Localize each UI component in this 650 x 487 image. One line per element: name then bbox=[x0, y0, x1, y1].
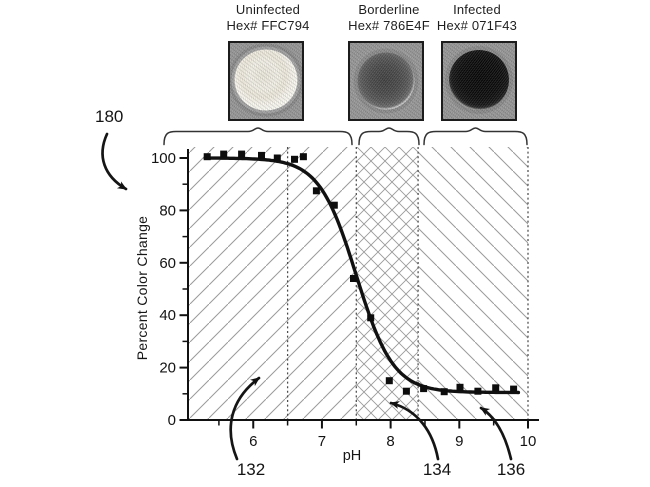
hatch-region-borderline bbox=[356, 147, 419, 420]
y-tick-label: 0 bbox=[168, 412, 176, 429]
data-point bbox=[440, 388, 448, 396]
y-tick-label: 80 bbox=[159, 202, 176, 219]
x-axis-title: pH bbox=[342, 448, 362, 464]
sample-name: Uninfected bbox=[235, 2, 301, 17]
ref-label-180: 180 bbox=[95, 107, 124, 126]
hatch-region-uninfected bbox=[188, 147, 357, 420]
ref-label-132: 132 bbox=[236, 460, 266, 479]
brace-borderline bbox=[358, 127, 420, 146]
sample-hex: Hex# 071F43 bbox=[436, 18, 518, 33]
well-image-infected bbox=[441, 41, 517, 121]
brace-uninfected bbox=[163, 127, 353, 146]
arrow-132 bbox=[229, 376, 261, 461]
data-point bbox=[238, 150, 246, 158]
x-tick-label: 10 bbox=[520, 433, 537, 450]
data-point bbox=[402, 387, 410, 395]
data-point bbox=[492, 384, 500, 392]
well-disc-black-ring bbox=[449, 50, 509, 111]
well-disc-gray-ring bbox=[357, 52, 415, 110]
data-point bbox=[420, 385, 428, 393]
well-disc-light bbox=[234, 49, 298, 111]
x-tick-label: 9 bbox=[455, 433, 463, 450]
data-point bbox=[350, 275, 357, 282]
data-point bbox=[330, 201, 338, 209]
well-image-uninfected bbox=[228, 41, 304, 121]
x-tick-label: 7 bbox=[318, 433, 326, 450]
data-point bbox=[299, 153, 307, 161]
y-tick-label: 60 bbox=[159, 255, 176, 272]
y-tick-label: 40 bbox=[159, 307, 176, 324]
y-axis-title: Percent Color Change bbox=[134, 215, 150, 361]
data-point bbox=[273, 154, 281, 162]
arrow-136 bbox=[479, 406, 513, 461]
sample-name: Infected bbox=[453, 2, 501, 17]
data-point bbox=[291, 155, 298, 163]
data-point bbox=[510, 385, 518, 393]
data-point bbox=[258, 151, 265, 159]
x-tick-label: 6 bbox=[249, 433, 257, 450]
brace-infected bbox=[423, 127, 528, 146]
sample-hex: Hex# FFC794 bbox=[226, 18, 310, 33]
x-tick-label: 8 bbox=[386, 433, 394, 450]
sample-hex: Hex# 786E4F bbox=[348, 18, 430, 33]
well-image-borderline bbox=[348, 41, 424, 121]
hatch-region-infected bbox=[418, 147, 528, 420]
sample-label-infected: Infected Hex# 071F43 bbox=[392, 2, 562, 34]
data-point bbox=[203, 153, 211, 161]
arrow-134 bbox=[389, 401, 440, 461]
data-point bbox=[474, 387, 482, 395]
y-tick-label: 20 bbox=[159, 360, 176, 377]
data-point bbox=[220, 150, 228, 158]
fit-curve bbox=[203, 156, 521, 395]
arrow-180 bbox=[101, 132, 128, 191]
data-point bbox=[456, 383, 464, 391]
ref-label-134: 134 bbox=[422, 460, 452, 479]
sample-label-uninfected: Uninfected Hex# FFC794 bbox=[183, 2, 353, 34]
data-point bbox=[367, 314, 375, 322]
data-point bbox=[385, 377, 393, 385]
data-point bbox=[312, 187, 320, 195]
y-tick-label: 100 bbox=[151, 150, 176, 167]
sample-label-borderline: Borderline Hex# 786E4F bbox=[304, 2, 474, 34]
ref-label-136: 136 bbox=[496, 460, 526, 479]
sample-name: Borderline bbox=[358, 2, 420, 17]
